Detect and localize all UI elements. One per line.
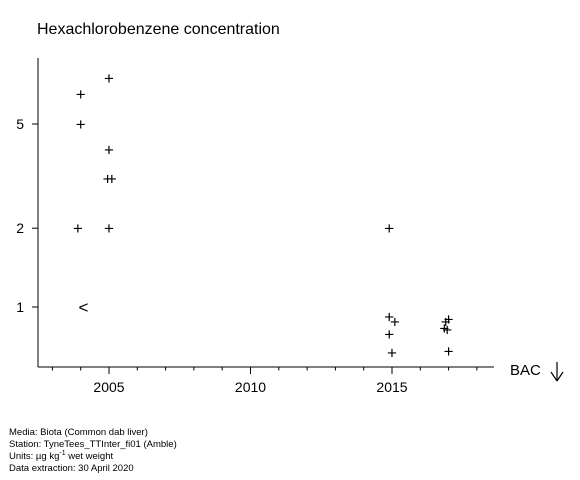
data-point: + [384, 325, 394, 344]
down-arrow-icon [550, 362, 564, 382]
data-point: + [439, 319, 449, 338]
y-tick-label: 5 [16, 116, 24, 132]
chart: Hexachlorobenzene concentration 1 2 5 2005 2… [16, 21, 564, 395]
footer-units-prefix: Units: µg kg [9, 451, 60, 462]
data-point: + [442, 321, 452, 340]
chart-footer: Media: Biota (Common dab liver) Station:… [9, 427, 177, 475]
bac-label: BAC [510, 362, 541, 379]
data-point: + [390, 313, 400, 332]
footer-units: Units: µg kg-1 wet weight [9, 449, 177, 463]
data-point: + [76, 85, 86, 104]
x-tick-label: 2005 [93, 379, 124, 395]
footer-units-suffix: wet weight [65, 451, 114, 462]
footer-station: Station: TyneTees_TTInter_fi01 (Amble) [9, 439, 177, 450]
data-point: + [384, 219, 394, 238]
data-point: + [107, 169, 117, 188]
bac-annotation: BAC [510, 362, 564, 382]
data-point: + [384, 307, 394, 326]
data-point: + [103, 169, 113, 188]
data-point: + [104, 69, 114, 88]
footer-units-exponent: -1 [59, 449, 66, 457]
data-point: < [79, 298, 89, 317]
footer-extraction: Data extraction: 30 April 2020 [9, 463, 134, 474]
data-point: + [104, 219, 114, 238]
data-point: + [73, 219, 83, 238]
data-point: + [444, 342, 454, 361]
data-point: + [441, 313, 451, 332]
footer-media: Media: Biota (Common dab liver) [9, 427, 148, 438]
data-point: + [444, 310, 454, 329]
x-tick-label: 2015 [376, 379, 407, 395]
data-point: + [104, 140, 114, 159]
data-point: + [76, 115, 86, 134]
y-tick-label: 2 [16, 220, 24, 236]
data-points: +++<+++++ ++++++++++ [73, 69, 454, 363]
data-point: + [387, 344, 397, 363]
chart-title: Hexachlorobenzene concentration [37, 21, 280, 38]
y-tick-label: 1 [16, 299, 24, 315]
axes: 1 2 5 2005 2010 2015 [16, 58, 494, 395]
x-tick-label: 2010 [235, 379, 266, 395]
